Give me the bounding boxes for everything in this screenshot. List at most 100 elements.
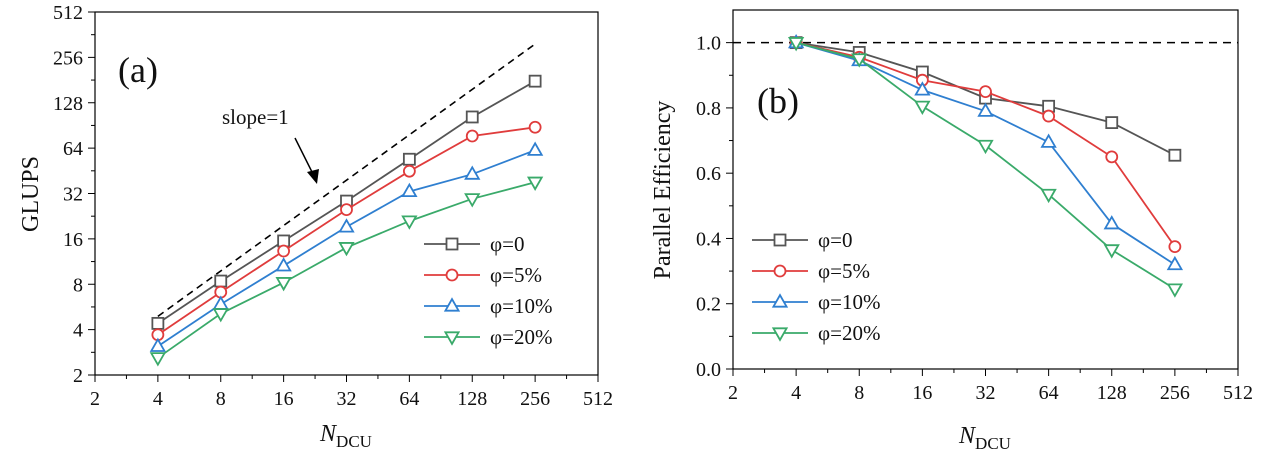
panel-b-data-point: [1040, 188, 1057, 204]
panel-a-xtick-label: 128: [457, 388, 487, 410]
panel-b-data-point: [1166, 255, 1184, 271]
panel-b-xlabel: NDCU: [958, 423, 1011, 453]
panel-b-data-point: [977, 102, 994, 117]
panel-b-legend-item: φ=20%: [752, 321, 880, 345]
panel-a-data-point: [149, 352, 167, 367]
panel-b-ytick-label: 0.0: [696, 359, 721, 381]
panel-b-data-point: [1042, 109, 1056, 123]
panel-b-ticks: 2 4 8 16 32 64 128 256 512 0.0 0.2 0.4 0.6 0.8 1.0: [696, 33, 1253, 404]
panel-a-legend-item: φ=5%: [424, 263, 542, 287]
panel-b: 2 4 8 16 32 64 128 256 512 0.0 0.2 0.4 0.6 0.8 1.0 (b)…: [650, 9, 1253, 453]
panel-a-ytick-label: 2: [73, 365, 83, 387]
panel-a-data-point: [465, 110, 479, 124]
panel-b-xtick-label: 512: [1223, 382, 1253, 404]
panel-b-ytick-label: 1.0: [696, 33, 721, 55]
panel-a-data-point: [402, 164, 416, 178]
panel-a-ytick-label: 8: [73, 274, 83, 296]
panel-b-xlabel-sub: DCU: [975, 434, 1011, 453]
panel-b-data-point: [1105, 116, 1119, 129]
panel-a-series-10: [149, 141, 544, 352]
panel-b-ytick-label: 0.6: [696, 163, 721, 185]
panel-b-legend: φ=0 φ=5% φ=10% φ=20%: [752, 228, 880, 345]
panel-a-ytick-label: 16: [63, 229, 83, 251]
panel-b-legend-marker: [773, 233, 787, 247]
panel-a-data-point: [338, 242, 355, 257]
panel-b-xtick-label: 32: [976, 382, 996, 404]
panel-a-legend-item: φ=0: [424, 232, 524, 256]
panel-a-data-point: [277, 244, 291, 258]
panel-a-legend-label: φ=20%: [490, 325, 552, 349]
panel-a-data-point: [275, 257, 292, 272]
panel-a-ytick-label: 32: [63, 184, 83, 206]
panel-a-xtick-label: 64: [399, 388, 419, 410]
panel-b-legend-item: φ=10%: [752, 290, 880, 314]
panel-a-data-point: [526, 176, 544, 191]
panel-b-data-point: [914, 100, 931, 115]
panel-b-xtick-label: 8: [854, 382, 864, 404]
panel-b-xtick-label: 4: [791, 382, 801, 404]
panel-b-series: [787, 33, 1184, 298]
panel-b-ytick-label: 0.2: [696, 294, 721, 316]
panel-b-legend-marker: [773, 264, 787, 278]
panel-b-label: (b): [757, 81, 799, 121]
panel-a-legend-marker: [443, 297, 461, 312]
panel-a-series-20: [149, 176, 544, 367]
panel-a-xtick-label: 32: [337, 388, 357, 410]
panel-b-data-point: [1168, 148, 1182, 162]
panel-b-data-point: [1103, 244, 1120, 259]
panel-b-legend-label: φ=5%: [818, 259, 870, 283]
panel-b-legend-item: φ=5%: [752, 259, 870, 283]
panel-a-data-point: [526, 141, 544, 156]
panel-a-data-point: [212, 308, 229, 323]
panel-b-data-point: [914, 81, 931, 96]
panel-b-data-point: [787, 37, 805, 52]
panel-a-data-point: [340, 203, 353, 217]
panel-b-data-point: [1040, 133, 1057, 148]
panel-b-legend-marker: [771, 293, 789, 308]
panel-a: 2 4 8 16 32 64 128 256 512 2 4 8 16 32 64 128 256 512 slo…: [18, 2, 613, 451]
panel-a-data-point: [401, 215, 418, 230]
panel-a-legend-marker: [443, 331, 461, 346]
panel-a-data-point: [149, 337, 167, 352]
panel-a-xtick-label: 4: [153, 388, 163, 410]
panel-a-xtick-label: 2: [90, 388, 100, 410]
panel-a-ytick-label: 128: [53, 93, 83, 115]
panel-b-plot-frame: [732, 9, 1239, 370]
panel-b-ytick-label: 0.8: [696, 98, 721, 120]
panel-b-data-point: [1103, 215, 1120, 230]
panel-a-xtick-label: 8: [216, 388, 226, 410]
panel-a-legend-label: φ=0: [490, 232, 524, 256]
panel-b-legend-label: φ=0: [818, 228, 852, 252]
panel-a-ytick-label: 512: [53, 2, 83, 24]
panel-a-data-point: [528, 74, 542, 88]
panel-a-data-point: [401, 182, 418, 198]
panel-a-legend-item: φ=20%: [424, 325, 552, 349]
panel-a-label: (a): [118, 50, 158, 90]
panel-a-data-point: [212, 295, 229, 310]
panel-b-legend-marker: [771, 327, 789, 342]
panel-b-data-point: [979, 85, 992, 98]
panel-b-data-point: [851, 53, 868, 68]
panel-a-ytick-label: 64: [63, 138, 83, 160]
panel-a-data-point: [214, 274, 228, 288]
panel-b-legend-label: φ=20%: [818, 321, 880, 345]
panel-a-data-point: [464, 193, 481, 208]
panel-a-ticks: 2 4 8 16 32 64 128 256 512 2 4 8 16 32 64 128 256 512: [53, 2, 613, 410]
panel-b-data-point: [977, 139, 994, 155]
panel-a-reference-line: [157, 43, 536, 317]
panel-a-legend-item: φ=10%: [424, 294, 552, 318]
panel-b-legend-label: φ=10%: [818, 290, 880, 314]
panel-a-data-point: [528, 120, 542, 134]
panel-b-xtick-label: 64: [1039, 382, 1059, 404]
panel-a-data-point: [465, 129, 479, 143]
panel-a-data-point: [275, 277, 292, 292]
panel-a-xlabel-sub: DCU: [336, 432, 372, 451]
panel-a-xtick-label: 256: [520, 388, 550, 410]
panel-a-plot-frame: [94, 11, 599, 376]
panel-a-ytick-label: 256: [53, 47, 83, 69]
panel-a-data-point: [464, 165, 481, 180]
panel-a-legend: φ=0 φ=5% φ=10% φ=20%: [424, 232, 552, 349]
panel-a-ytick-label: 4: [73, 320, 83, 342]
panel-b-xtick-label: 256: [1160, 382, 1190, 404]
